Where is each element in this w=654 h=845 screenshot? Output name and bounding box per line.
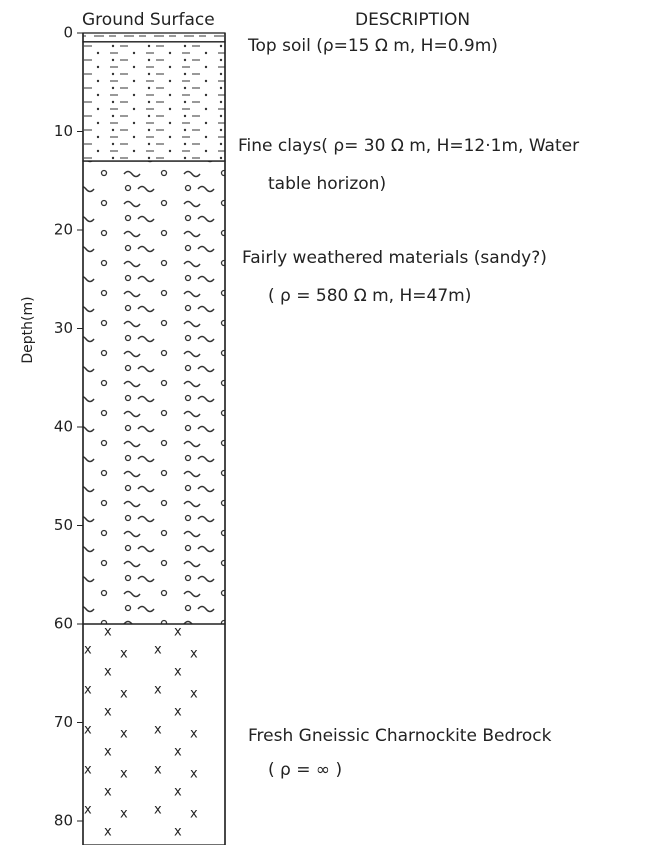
y-tick-label: 70 (54, 713, 73, 731)
ground-surface-label: Ground Surface (82, 10, 215, 30)
layer (82, 32, 226, 43)
y-tick-label: 50 (54, 516, 73, 534)
y-tick-label: 30 (54, 319, 73, 337)
layer-description: Fairly weathered materials (sandy?) (242, 248, 547, 268)
axis-label: Depth(m) (20, 296, 36, 363)
layer (82, 623, 226, 845)
y-tick-label: 80 (54, 812, 73, 830)
layer-description: ( ρ = ∞ ) (268, 760, 342, 780)
layer-description: ( ρ = 580 Ω m, H=47m) (268, 286, 471, 306)
y-tick-label: 60 (54, 615, 73, 633)
layer-description: table horizon) (268, 174, 386, 194)
y-tick-label: 40 (54, 418, 73, 436)
y-tick-label: 10 (54, 122, 73, 140)
description-header: DESCRIPTION (355, 10, 470, 30)
y-tick-label: 0 (63, 24, 73, 42)
layer (82, 160, 226, 625)
layer-description: Fresh Gneissic Charnockite Bedrock (248, 726, 552, 746)
layer-description: Top soil (ρ=15 Ω m, H=0.9m) (247, 36, 498, 56)
layer-description: Fine clays( ρ= 30 Ω m, H=12·1m, Water (238, 136, 579, 156)
layer (82, 41, 226, 162)
y-tick-label: 20 (54, 221, 73, 239)
